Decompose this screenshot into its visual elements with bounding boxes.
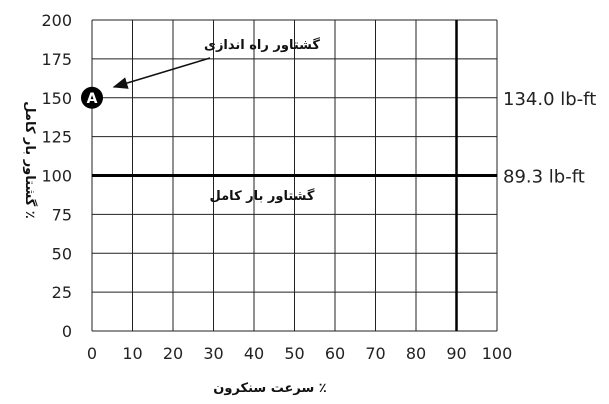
x-tick-label: 20 (163, 344, 183, 363)
x-tick-label: 10 (122, 344, 142, 363)
x-tick-label: 80 (406, 344, 426, 363)
y-tick-label: 25 (52, 283, 72, 302)
x-tick-label: 30 (203, 344, 223, 363)
y-tick-label: 125 (41, 128, 72, 147)
starting-torque-value: 134.0 lb-ft (503, 89, 596, 110)
x-tick-label: 0 (87, 344, 97, 363)
y-tick-label: 200 (41, 11, 72, 30)
x-tick-label: 90 (446, 344, 466, 363)
starting-torque-annotation: گشتاور راه اندازی (204, 37, 320, 53)
grid (91, 19, 498, 332)
y-tick-label: 75 (52, 205, 72, 224)
full-load-torque-value: 89.3 lb-ft (503, 167, 585, 188)
annotation-arrow (112, 57, 211, 89)
y-tick-label: 150 (41, 89, 72, 108)
x-tick-label: 70 (365, 344, 385, 363)
x-tick-label: 100 (482, 344, 513, 363)
full-load-torque-label: گشتاور بار کامل (210, 188, 315, 204)
y-tick-label: 50 (52, 244, 72, 263)
y-tick-label: 100 (41, 167, 72, 186)
x-tick-label: 50 (284, 344, 304, 363)
tick-labels: 0 10 20 30 40 50 60 70 80 90 100 0 25 50 75 100 125 150 17… (41, 11, 512, 363)
y-axis-label: ٪ گشتاور بار کامل (22, 101, 38, 218)
y-tick-label: 175 (41, 50, 72, 69)
marker-a-circle (81, 86, 103, 109)
x-tick-label: 60 (325, 344, 345, 363)
reference-lines (92, 20, 497, 331)
marker-a-letter: A (87, 91, 98, 107)
x-axis-label: ٪ سرعت سنکرون (213, 381, 326, 396)
y-tick-label: 0 (62, 322, 72, 341)
x-tick-label: 40 (244, 344, 264, 363)
